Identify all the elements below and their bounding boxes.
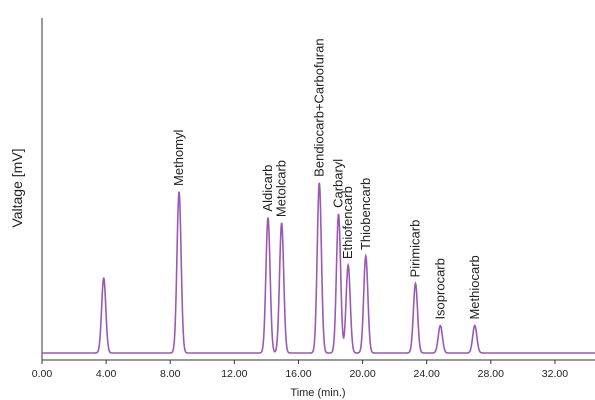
- x-tick-label: 24.00: [414, 368, 440, 380]
- x-tick-label: 0.00: [32, 368, 53, 380]
- series-line: [42, 182, 595, 354]
- x-tick-label: 16.00: [285, 368, 311, 380]
- peak-label: Thiobencarb: [358, 178, 373, 250]
- peak-label: Methomyl: [171, 130, 186, 186]
- x-axis-ticks: 0.00 4.00 8.00 12.00 16.00 20.00 24.00 28.00 32.…: [32, 360, 568, 380]
- peak-label: Aldicarb: [260, 165, 275, 212]
- chromatogram-traces: [42, 182, 595, 354]
- peak-label: Ethiofencarb: [340, 186, 355, 259]
- peak-label: Bendiocarb+Carbofuran: [311, 38, 326, 176]
- x-tick-label: 20.00: [349, 368, 375, 380]
- x-axis-title: Time (min.): [290, 387, 345, 399]
- peak-label: Methiocarb: [467, 255, 482, 319]
- y-axis-title: Valtage [mV]: [9, 148, 25, 227]
- x-tick-label: 8.00: [160, 368, 181, 380]
- peak-label: Isoprocarb: [432, 258, 447, 319]
- x-tick-label: 28.00: [478, 368, 504, 380]
- x-tick-label: 4.00: [96, 368, 117, 380]
- peak-label: Carbaryl: [331, 159, 346, 208]
- x-tick-label: 12.00: [221, 368, 247, 380]
- x-tick-label: 32.00: [542, 368, 568, 380]
- peak-label: Metolcarb: [274, 160, 289, 217]
- peak-label: Pirimicarb: [407, 220, 422, 278]
